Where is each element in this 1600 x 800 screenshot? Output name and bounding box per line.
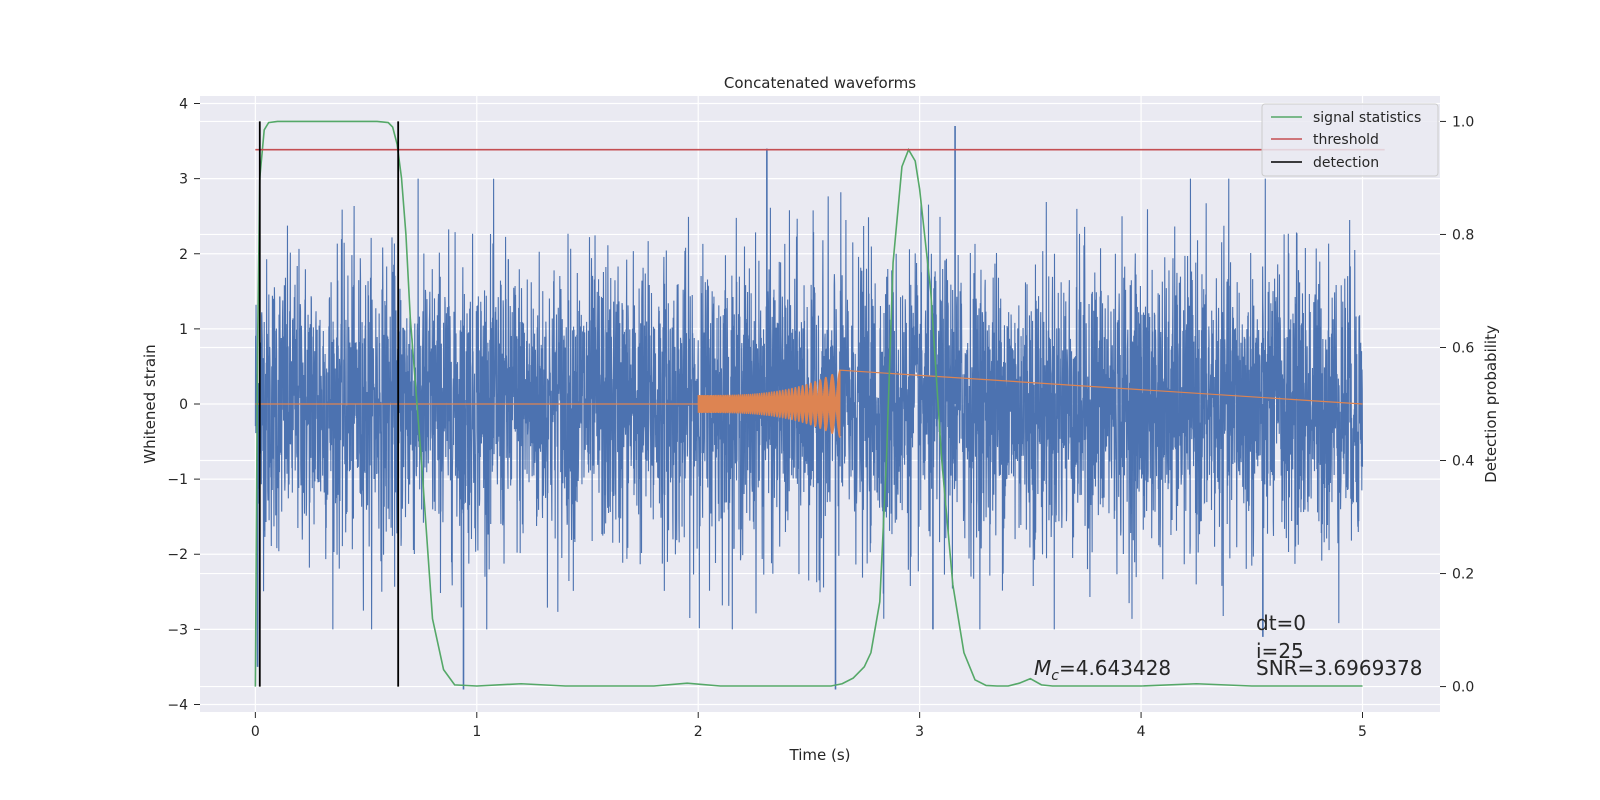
x-tick-label: 0 <box>251 724 260 740</box>
y-left-tick-label: −3 <box>167 622 188 638</box>
right-axis-series-layer <box>254 120 1385 687</box>
y-right-tick-label: 0.0 <box>1452 680 1474 696</box>
mc-annotation: Mc=4.643428 <box>1034 656 1171 684</box>
signal-statistics-line <box>254 120 1363 687</box>
mc-subscript: c <box>1051 668 1059 684</box>
snr-annotation: SNR=3.6969378 <box>1256 656 1422 680</box>
injected-signal-line <box>255 369 1363 438</box>
legend-label-threshold: threshold <box>1313 132 1379 148</box>
x-axis-label: Time (s) <box>789 746 851 764</box>
y-left-tick-label: 3 <box>179 172 188 188</box>
y-left-tick-label: 4 <box>179 97 188 113</box>
y-right-tick-label: 0.4 <box>1452 454 1474 470</box>
chart-title: Concatenated waveforms <box>724 74 916 92</box>
legend-label-signal-statistics: signal statistics <box>1313 110 1421 126</box>
y-left-tick-label: −1 <box>167 472 188 488</box>
x-tick-label: 2 <box>694 724 703 740</box>
y-right-tick-label: 0.8 <box>1452 227 1474 243</box>
y-right-tick-label: 0.2 <box>1452 567 1474 583</box>
annotations: Mc=4.643428 dt=0 i=25 SNR=3.6969378 <box>1034 611 1422 684</box>
y-left-tick-label: −2 <box>167 547 188 563</box>
injected-signal-layer <box>255 369 1363 438</box>
y-left-tick-label: 1 <box>179 322 188 338</box>
y-right-tick-label: 0.6 <box>1452 340 1474 356</box>
i-annotation: i=25 <box>1256 639 1304 663</box>
x-tick-label: 1 <box>472 724 481 740</box>
mc-symbol: M <box>1034 656 1051 680</box>
x-tick-label: 3 <box>915 724 924 740</box>
x-tick-label: 5 <box>1358 724 1367 740</box>
y-axis-label-right: Detection probability <box>1482 325 1500 483</box>
x-tick-label: 4 <box>1137 724 1146 740</box>
mc-value: =4.643428 <box>1059 656 1171 680</box>
dt-annotation: dt=0 <box>1256 611 1306 635</box>
y-axis-label-left: Whitened strain <box>141 344 159 463</box>
legend-label-detection: detection <box>1313 155 1379 171</box>
y-left-tick-label: −4 <box>167 697 188 713</box>
tick-layer: 0 1 2 3 4 5 −4 −3 −2 −1 0 1 2 3 4 0.0 0.2 0.4 0.6 0.8 1.0 <box>167 97 1474 740</box>
y-left-tick-label: 2 <box>179 247 188 263</box>
legend-box <box>1261 103 1439 177</box>
y-right-tick-label: 1.0 <box>1452 114 1474 130</box>
legend: signal statistics threshold detection <box>1261 103 1439 177</box>
y-left-tick-label: 0 <box>179 397 188 413</box>
